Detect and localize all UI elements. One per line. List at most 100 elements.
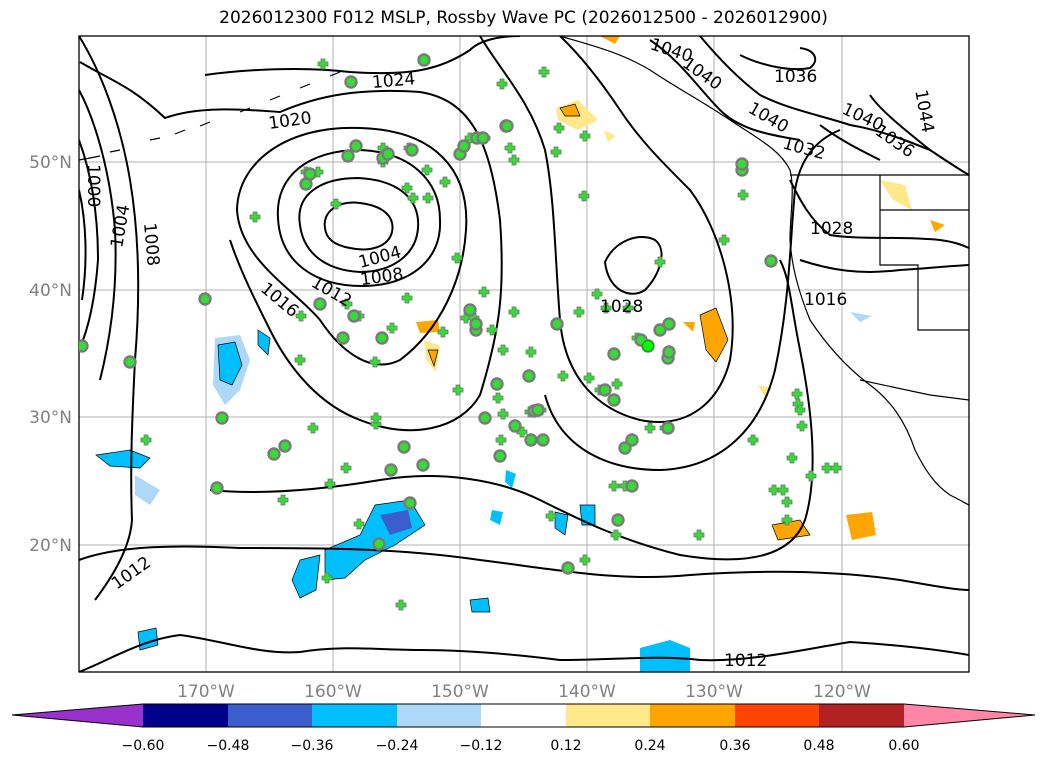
colorbar-tick-label: −0.12	[460, 738, 503, 754]
lon-label-140: 140°W	[558, 682, 616, 702]
observation-plus-marker	[768, 484, 780, 496]
colorbar-segment	[819, 704, 904, 727]
observation-circle-marker	[303, 167, 317, 181]
isobar-low-1004	[323, 201, 394, 251]
observation-plus-marker	[495, 434, 507, 446]
observation-circle-marker	[524, 433, 538, 447]
contour-label: 1036	[774, 67, 817, 87]
observation-plus-marker	[747, 434, 759, 446]
observation-plus-marker	[340, 462, 352, 474]
observation-plus-marker	[538, 66, 550, 78]
blob-neg-10	[554, 511, 569, 536]
positive-anomaly-areas	[416, 36, 945, 541]
blob-neg-7	[469, 597, 491, 613]
observation-circle-marker	[531, 403, 545, 417]
observation-plus-marker	[321, 572, 333, 584]
isobar-1016-east	[799, 259, 969, 273]
observation-plus-marker	[508, 306, 520, 318]
observation-plus-marker	[608, 480, 620, 492]
observation-plus-marker	[654, 256, 666, 268]
observation-plus-marker	[805, 470, 817, 482]
colorbar-segment	[735, 704, 819, 727]
observation-circle-marker	[500, 119, 514, 133]
observation-plus-marker	[545, 510, 557, 522]
observation-plus-marker	[249, 211, 261, 223]
observation-plus-marker	[277, 494, 289, 506]
observation-circle-marker	[123, 355, 137, 369]
colorbar-tick-label: −0.36	[291, 738, 334, 754]
blob-pos-4-core	[427, 349, 439, 368]
observation-plus-marker	[573, 306, 585, 318]
observation-circle-marker	[267, 447, 281, 461]
observation-plus-marker	[578, 190, 590, 202]
coast-alaska	[559, 36, 969, 506]
observation-plus-marker	[553, 122, 565, 134]
observation-plus-marker	[508, 154, 520, 166]
observation-plus-marker	[496, 78, 508, 90]
observation-circle-marker	[278, 439, 292, 453]
observation-plus-marker	[422, 192, 434, 204]
observation-plus-marker	[407, 192, 419, 204]
observation-circle-marker	[735, 157, 749, 171]
blob-pos-2	[604, 130, 616, 142]
longitude-labels: 170°W 160°W 150°W 140°W 130°W 120°W	[177, 682, 871, 702]
blob-pos-10	[880, 180, 912, 210]
observation-plus-marker	[478, 286, 490, 298]
colorbar-tick-label: 0.36	[719, 738, 750, 754]
blob-pos-5	[699, 307, 729, 363]
colorbar-segment	[397, 704, 481, 727]
observation-circle-marker	[661, 421, 675, 435]
lat-label-20: 20°N	[29, 536, 72, 556]
observation-plus-marker	[718, 234, 730, 246]
isobar-1040-b	[699, 36, 931, 151]
colorbar-extend-high	[904, 704, 1035, 727]
isobar-1012-bottom	[79, 633, 969, 672]
blob-neg-5	[291, 554, 321, 599]
observation-circle-marker	[625, 479, 639, 493]
observation-plus-marker	[497, 344, 509, 356]
observation-plus-marker	[504, 142, 516, 154]
blob-neg-1-core	[217, 341, 243, 386]
observation-plus-marker	[579, 130, 591, 142]
observation-plus-marker	[140, 434, 152, 446]
observation-plus-marker	[622, 302, 634, 314]
colorbar-tick-label: −0.24	[376, 738, 419, 754]
observation-circle-marker	[384, 463, 398, 477]
observation-plus-marker	[786, 452, 798, 464]
observation-plus-marker	[777, 484, 789, 496]
observation-plus-marker	[452, 384, 464, 396]
observation-plus-marker	[821, 462, 833, 474]
observation-plus-marker	[324, 478, 336, 490]
colorbar-segment	[228, 704, 312, 727]
observation-circle-marker	[349, 139, 363, 153]
observation-circle-marker	[764, 254, 778, 268]
observation-circle-marker	[493, 449, 507, 463]
blob-neg-14	[850, 312, 872, 322]
isobar-1000-west	[79, 189, 87, 301]
observation-circle-marker	[598, 383, 612, 397]
observation-circle-marker	[198, 292, 212, 306]
contour-label: 1024	[371, 69, 416, 93]
isobar-1040-a	[649, 39, 801, 141]
colorbar-segment	[566, 704, 650, 727]
observation-plus-marker	[317, 58, 329, 70]
isobar-1036	[739, 47, 817, 71]
colorbar-tick-label: 0.60	[888, 738, 919, 754]
lat-label-30: 30°N	[29, 408, 72, 428]
observation-plus-marker	[583, 372, 595, 384]
blob-neg-6-core	[380, 510, 412, 535]
lon-label-150: 150°W	[431, 682, 489, 702]
blob-pos-11	[930, 220, 945, 232]
observation-plus-marker	[386, 322, 398, 334]
observation-circle-marker	[490, 377, 504, 391]
colorbar-segment	[143, 704, 228, 727]
colorbar-segment	[650, 704, 735, 727]
blob-neg-3	[95, 449, 151, 469]
observation-plus-marker	[794, 404, 806, 416]
observation-plus-marker	[353, 518, 365, 530]
observation-circle-marker	[522, 369, 536, 383]
observation-circle-marker	[457, 139, 471, 153]
observation-plus-marker	[341, 298, 353, 310]
blob-pos-9	[846, 512, 876, 540]
colorbar-tick-label: −0.48	[207, 738, 250, 754]
